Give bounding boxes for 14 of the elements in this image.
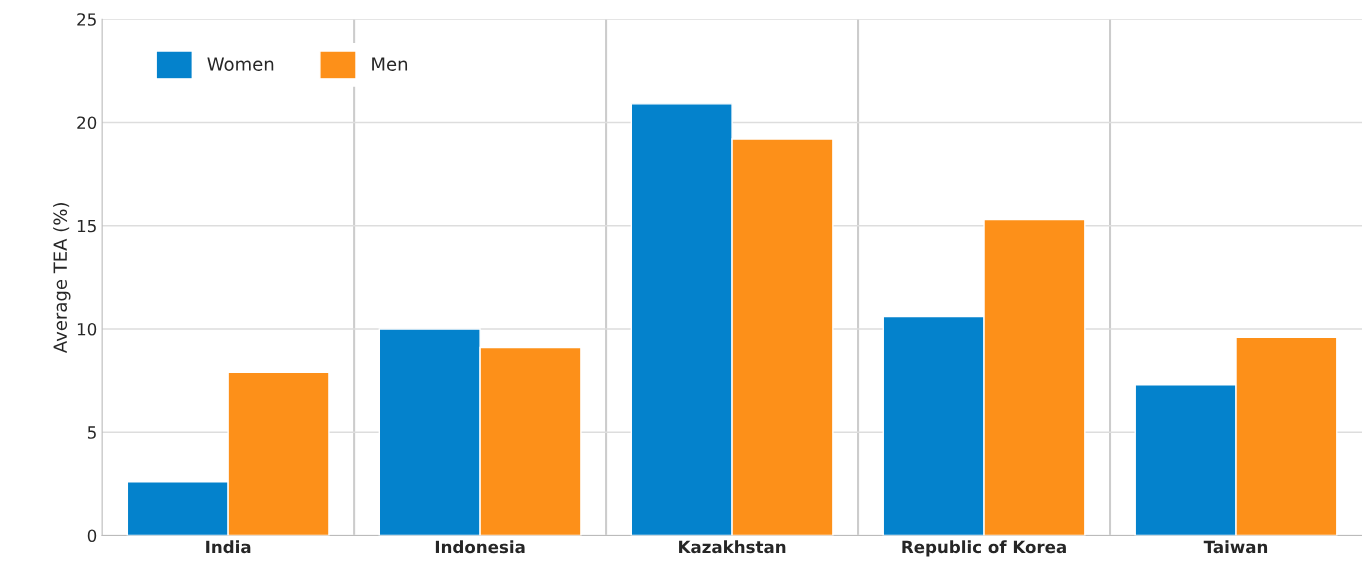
y-tick-label: 15	[77, 219, 96, 233]
y-tick-label: 10	[77, 322, 97, 336]
x-tick-label: India	[206, 540, 251, 554]
x-tick-label: Kazakhstan	[679, 540, 786, 554]
x-tick-label: Indonesia	[435, 540, 525, 554]
y-tick-label: 0	[87, 529, 97, 543]
x-tick-label: Taiwan	[1203, 540, 1268, 554]
legend-label: Men	[372, 57, 408, 71]
y-axis-title: Average TEA (%)	[53, 203, 71, 354]
y-tick-label: 5	[87, 426, 96, 439]
legend-label: Women	[207, 57, 274, 71]
y-tick-label: 25	[77, 13, 96, 26]
y-tick-label: 20	[77, 116, 97, 130]
x-tick-label: Republic of Korea	[902, 540, 1066, 557]
